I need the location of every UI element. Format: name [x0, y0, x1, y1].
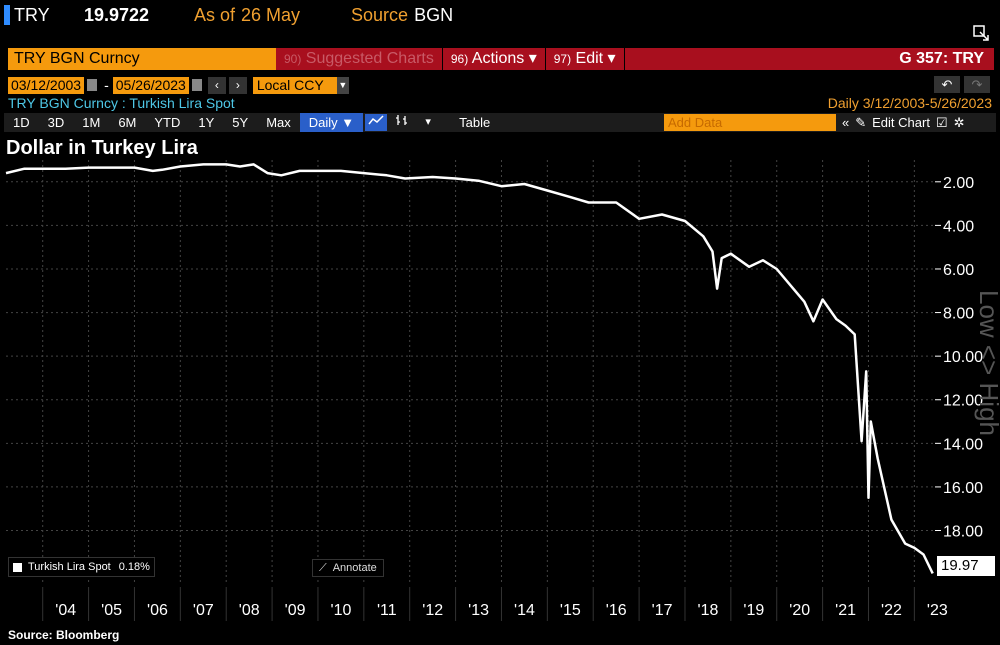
y-tick-label: 12.00 — [943, 393, 983, 410]
period-ytd[interactable]: YTD — [154, 115, 181, 130]
x-tick-label: '09 — [285, 602, 306, 619]
security-marker — [4, 5, 10, 25]
add-data-input[interactable]: Add Data — [664, 114, 836, 131]
chart-toolbar: 1D 3D 1M 6M YTD 1Y 5Y Max Daily ▼ ▾ Tabl… — [4, 113, 996, 132]
start-date-input[interactable]: 03/12/2003 — [8, 76, 85, 94]
last-value-tag: 19.97 — [937, 556, 995, 576]
svg-text:Low <> High: Low <> High — [974, 290, 1000, 436]
period-3d[interactable]: 3D — [47, 115, 65, 130]
x-tick-label: '23 — [927, 602, 948, 619]
price-chart[interactable]: 2.00 4.00 6.00 8.00 10.00 12.00 14.00 16.00 18.0… — [0, 160, 1000, 625]
line-chart-icon[interactable] — [365, 114, 388, 131]
currency-select[interactable]: Local CCY — [252, 76, 337, 94]
range-info: Daily 3/12/2003-5/26/2023 — [827, 95, 992, 111]
period-1d[interactable]: 1D — [13, 115, 30, 130]
security-description: TRY BGN Curncy : Turkish Lira Spot — [8, 95, 235, 111]
legend-series-name: Turkish Lira Spot — [28, 561, 111, 573]
source-label: Source — [351, 4, 409, 25]
y-tick-label: 14.00 — [943, 436, 983, 453]
chevron-down-icon[interactable]: ▼ — [336, 76, 349, 94]
legend-swatch — [13, 562, 22, 572]
series-line — [5, 163, 934, 574]
chart-legend[interactable]: Turkish Lira Spot 0.18% — [8, 557, 155, 577]
y-tick-label: 8.00 — [943, 306, 974, 323]
x-tick-label: '12 — [422, 602, 443, 619]
y-tick-label: 16.00 — [943, 480, 983, 497]
x-tick-label: '10 — [331, 602, 352, 619]
y-tick-label: 4.00 — [943, 218, 974, 235]
source-value: BGN — [414, 4, 454, 25]
x-tick-label: '11 — [377, 602, 397, 619]
pencil-icon[interactable]: ✎ — [855, 114, 867, 130]
annotate-label: Annotate — [332, 562, 377, 574]
source-footnote: Source: Bloomberg — [8, 628, 120, 642]
popout-icon[interactable] — [972, 24, 990, 42]
actions-menu[interactable]: 96) Actions ▾ — [443, 48, 546, 70]
y-tick-label: 10.00 — [943, 349, 983, 366]
end-date-input[interactable]: 05/26/2023 — [112, 76, 189, 94]
x-tick-label: '05 — [101, 602, 122, 619]
command-bar: TRY BGN Curncy 90) Suggested Charts 96) … — [8, 48, 994, 70]
chart-title: Dollar in Turkey Lira — [6, 137, 198, 159]
x-tick-label: '16 — [606, 602, 627, 619]
calendar-icon[interactable] — [87, 79, 98, 91]
chevron-right-icon[interactable]: › — [228, 76, 247, 94]
x-tick-label: '06 — [147, 602, 168, 619]
table-button[interactable]: Table — [459, 115, 491, 130]
x-tick-label: '14 — [514, 602, 535, 619]
date-range-row: 03/12/2003 - 05/26/2023 ‹ › Local CCY ▼ — [8, 76, 349, 94]
annotate-button[interactable]: ⟋ Annotate — [312, 559, 384, 577]
y-tick-label: 2.00 — [943, 175, 974, 192]
x-tick-label: '22 — [881, 602, 902, 619]
frequency-select[interactable]: Daily ▼ — [299, 113, 364, 132]
x-tick-label: '17 — [652, 602, 673, 619]
date-separator: - — [104, 77, 109, 93]
redo-icon[interactable]: ↷ — [964, 76, 990, 93]
x-tick-label: '19 — [743, 602, 764, 619]
security-field[interactable]: TRY BGN Curncy — [8, 48, 276, 70]
collapse-icon[interactable]: « — [842, 115, 850, 130]
x-tick-label: '04 — [55, 602, 76, 619]
y-tick-label: 18.00 — [943, 524, 983, 541]
period-max[interactable]: Max — [266, 115, 291, 130]
as-of-label: As of — [194, 4, 236, 25]
as-of-value: 26 May — [241, 4, 301, 25]
undo-icon[interactable]: ↶ — [934, 76, 960, 93]
chevron-down-icon[interactable]: ▾ — [425, 116, 431, 128]
period-5y[interactable]: 5Y — [232, 115, 249, 130]
period-6m[interactable]: 6M — [118, 115, 137, 130]
x-tick-label: '20 — [789, 602, 810, 619]
low-high-label: Low <> High — [974, 290, 1000, 436]
x-tick-label: '21 — [835, 602, 856, 619]
x-tick-label: '18 — [698, 602, 719, 619]
last-price: 19.9722 — [84, 4, 150, 25]
calendar-icon[interactable] — [191, 79, 202, 91]
legend-change: 0.18% — [118, 561, 150, 573]
ticker: TRY — [14, 4, 50, 25]
edit-chart-group: « ✎ Edit Chart ☑ ✲ — [842, 113, 971, 132]
security-header: TRY 19.9722 As of 26 May Source BGN — [0, 0, 1000, 30]
x-tick-label: '15 — [560, 602, 581, 619]
period-1y[interactable]: 1Y — [198, 115, 215, 130]
y-tick-label: 6.00 — [943, 262, 974, 279]
period-1m[interactable]: 1M — [82, 115, 101, 130]
x-tick-label: '13 — [468, 602, 489, 619]
x-tick-label: '07 — [193, 602, 214, 619]
bar-chart-icon[interactable] — [391, 114, 413, 131]
function-code: G 357: TRY — [899, 50, 984, 67]
gear-icon[interactable]: ✲ — [953, 114, 965, 130]
annotate-icon: ⟋ — [319, 561, 327, 574]
chevron-left-icon[interactable]: ‹ — [207, 76, 226, 94]
edit-menu[interactable]: 97) Edit ▾ — [546, 48, 625, 70]
suggested-charts-menu[interactable]: 90) Suggested Charts — [276, 48, 443, 70]
edit-chart-button[interactable]: Edit Chart — [872, 115, 930, 130]
edit-square-icon[interactable]: ☑ — [935, 114, 948, 130]
x-tick-label: '08 — [239, 602, 260, 619]
